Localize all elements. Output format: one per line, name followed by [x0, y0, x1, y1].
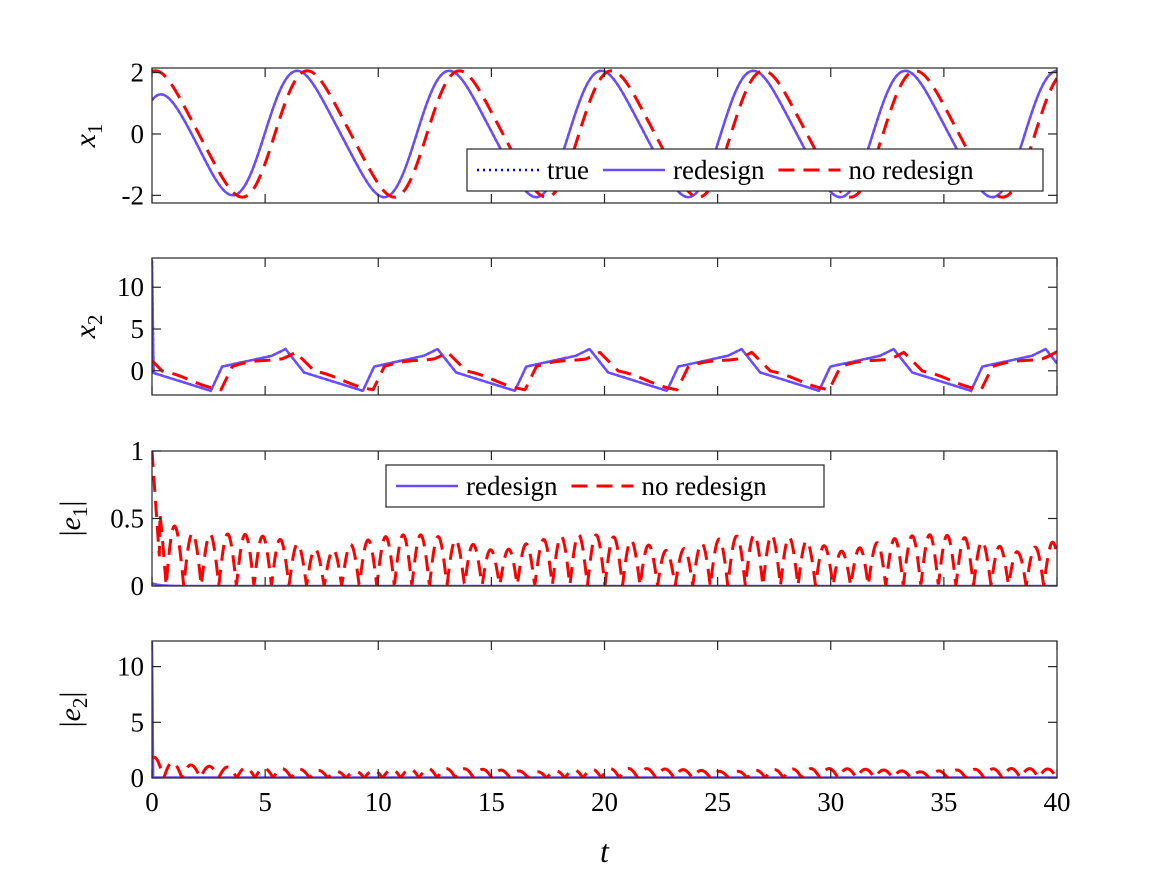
x-tick-label: 15 [478, 787, 505, 817]
y-tick-label: 5 [131, 707, 145, 737]
y-axis-label: x2 [69, 315, 107, 340]
x-tick-label: 20 [591, 787, 618, 817]
y-tick-label: -2 [122, 180, 145, 210]
legend: true redesign no redesign [466, 148, 1044, 192]
y-tick-label: 0 [131, 119, 145, 149]
x-tick-label: 30 [817, 787, 844, 817]
series-line-redesign [152, 260, 1057, 393]
y-tick-label: 10 [117, 652, 144, 682]
series-line-no-redesign [152, 755, 1057, 778]
y-tick-label: 10 [117, 272, 144, 302]
y-tick-label: 5 [131, 314, 145, 344]
legend-label-no-redesign: no redesign [848, 155, 974, 185]
legend-label-no-redesign: no redesign [641, 471, 767, 501]
legend-label-true: true [547, 155, 589, 185]
x-tick-label: 35 [930, 787, 957, 817]
legend: redesign no redesign [385, 464, 825, 508]
subplot-2: 0 5 10 x2 [69, 257, 1058, 396]
x-tick-label: 10 [365, 787, 392, 817]
x-tick-label: 0 [145, 787, 159, 817]
subplot-1: -2 0 2 x1 true redesign no redesign [69, 58, 1058, 210]
y-tick-label: 0 [131, 356, 145, 386]
y-tick-label: 0.5 [110, 504, 144, 534]
x-tick-label: 5 [258, 787, 272, 817]
legend-label-redesign: redesign [466, 471, 558, 501]
x-tick-label: 25 [704, 787, 731, 817]
y-tick-label: 1 [131, 436, 145, 466]
y-tick-label: 2 [131, 58, 145, 88]
y-axis-label: x1 [69, 124, 107, 149]
subplot-3: 0 0.5 1 |e1| redesign no redesign [54, 436, 1058, 601]
y-tick-label: 0 [131, 571, 145, 601]
x-tick-label: 40 [1044, 787, 1071, 817]
y-axis-label: |e2| [54, 692, 92, 728]
y-tick-label: 0 [131, 763, 145, 793]
series-line-no-redesign [152, 350, 1057, 392]
y-axis-label: |e1| [54, 501, 92, 537]
legend-label-redesign: redesign [673, 155, 765, 185]
series-line-redesign [152, 642, 1057, 778]
x-axis-label: t [600, 833, 610, 869]
axes-box [151, 640, 1058, 779]
subplot-4: 0 5 10 0 5 10 15 20 25 30 35 40 |e2| t [54, 640, 1071, 869]
